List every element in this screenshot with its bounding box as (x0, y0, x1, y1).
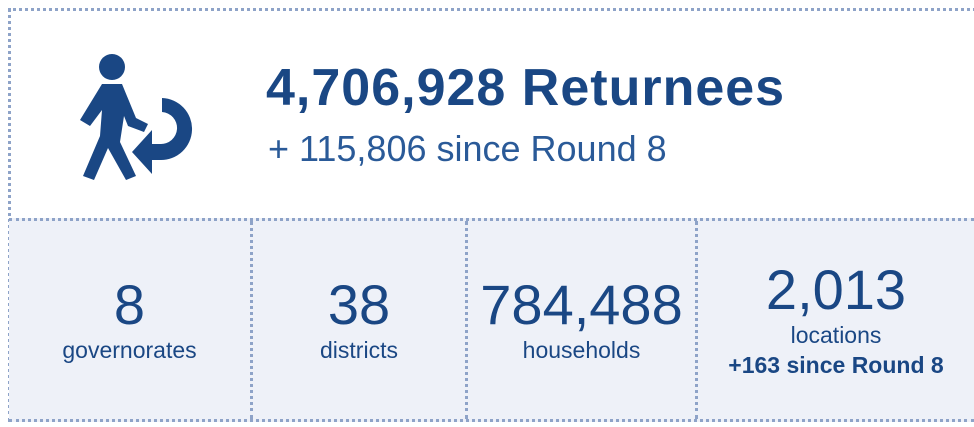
stat-label: governorates (62, 337, 197, 363)
stat-note: +163 since Round 8 (728, 352, 944, 378)
subtitle: + 115,806 since Round 8 (268, 128, 667, 169)
stat-cell: 8 governorates (9, 221, 250, 419)
stat-value: 784,488 (480, 273, 683, 336)
stat-cell: 784,488 households (465, 221, 695, 419)
frame (8, 8, 974, 422)
returnee-icon (80, 54, 193, 180)
stat-value: 38 (327, 273, 391, 336)
stat-label: households (522, 337, 641, 363)
stat-value: 8 (113, 273, 146, 336)
stats-panel: 8 governorates 38 districts 784,488 household… (9, 218, 974, 422)
title: 4,706,928 Returnees (266, 59, 786, 117)
stat-label: districts (320, 337, 398, 363)
stat-cell: 38 districts (250, 221, 465, 419)
stat-value: 2,013 (765, 258, 907, 321)
stat-label: locations (790, 322, 882, 348)
stat-cell: 2,013 locations +163 since Round 8 (695, 221, 974, 419)
